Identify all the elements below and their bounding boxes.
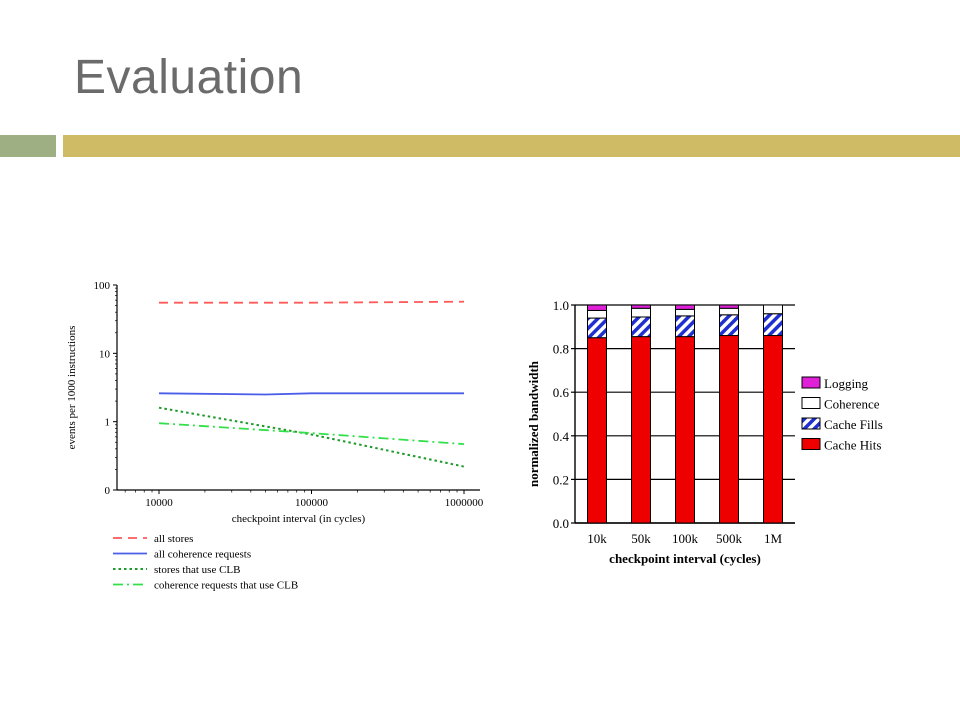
x-tick-label: 10k: [587, 531, 607, 546]
legend-swatch: [801, 376, 821, 389]
x-axis-label: checkpoint interval (in cycles): [232, 513, 366, 525]
x-tick-label: 50k: [631, 531, 651, 546]
bar-segment: [763, 313, 783, 337]
bar-segment: [763, 304, 783, 315]
bar-segment: [763, 335, 783, 524]
series-line-3: [158, 406, 465, 468]
accent-bar-right: [63, 135, 960, 157]
bar-segment: [631, 316, 651, 338]
line-chart: 0 1 10 100 10000 100000 1000000 checkpoint inte…: [66, 280, 484, 592]
legend-label: coherence requests that use CLB: [154, 580, 298, 592]
bar-segment: [675, 315, 695, 338]
x-tick-label: 10000: [145, 497, 173, 509]
y-tick-label: 0.0: [553, 516, 569, 531]
legend-swatch: [801, 438, 821, 450]
legend-label: Cache Fills: [824, 417, 883, 432]
stacked-bar-chart: 0.0 0.2 0.4 0.6 0.8 1.0 10k 50k 100k 500k 1Mcheckp…: [526, 298, 883, 566]
bar-segment: [587, 317, 607, 339]
y-tick-label: 10: [99, 348, 111, 360]
x-tick-label: 100000: [295, 497, 329, 509]
bar-segment: [631, 307, 651, 318]
y-tick-label: 0.6: [553, 385, 570, 400]
y-tick-label: 0.8: [553, 342, 569, 357]
bar-segment: [587, 309, 607, 319]
bar-segment: [631, 304, 651, 309]
x-tick-label: 1M: [764, 531, 783, 546]
legend-swatch: [801, 397, 821, 409]
y-tick-label: 100: [94, 280, 111, 292]
legend-swatch: [801, 417, 821, 430]
bar-segment: [631, 336, 651, 524]
bar-segment: [675, 304, 695, 310]
bar-segment: [587, 304, 607, 311]
series-line-2: [158, 392, 464, 396]
y-tick-label: 1.0: [553, 298, 569, 313]
legend-label: Cache Hits: [824, 438, 881, 453]
bar-segment: [719, 307, 739, 316]
x-tick-label: 500k: [716, 531, 743, 546]
accent-bar-left: [0, 135, 56, 157]
x-tick-label: 1000000: [445, 497, 484, 509]
legend-label: Logging: [824, 376, 869, 391]
bar-segment: [587, 337, 607, 524]
y-tick-label: 1: [105, 417, 111, 429]
y-tick-label: 0: [105, 485, 111, 497]
series-line-4: [158, 422, 465, 445]
bar-segment: [675, 308, 695, 317]
bar-segment: [675, 336, 695, 524]
x-tick-label: 100k: [672, 531, 699, 546]
y-tick-label: 0.2: [553, 472, 569, 487]
slide-title: Evaluation: [74, 51, 304, 104]
bar-segment: [719, 335, 739, 524]
series-line-1: [159, 300, 465, 304]
legend-label: all stores: [154, 533, 193, 545]
legend-label: all coherence requests: [154, 549, 251, 561]
y-axis-label: events per 1000 instructions: [66, 326, 78, 450]
y-tick-label: 0.4: [553, 429, 570, 444]
y-axis-label: normalized bandwidth: [526, 360, 541, 487]
bar-segment: [719, 314, 739, 337]
x-axis-label: checkpoint interval (cycles): [609, 551, 761, 566]
legend-label: stores that use CLB: [154, 564, 240, 576]
legend-label: Coherence: [824, 397, 880, 412]
bar-segment: [719, 304, 739, 309]
